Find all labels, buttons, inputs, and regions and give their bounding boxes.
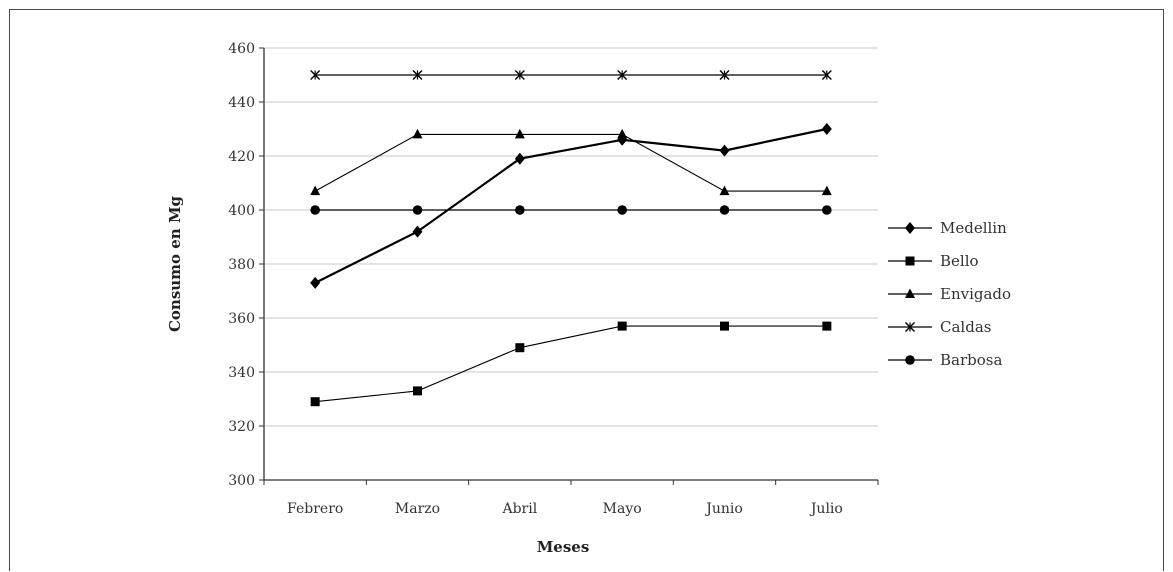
data-point (617, 133, 628, 146)
data-point (514, 152, 525, 165)
series-barbosa (310, 205, 832, 215)
data-point (617, 70, 628, 80)
series-line (314, 127, 828, 284)
legend-item-caldas: Caldas (888, 318, 991, 336)
legend: Medellin Bello Envigado Caldas Barbosa (888, 219, 1011, 369)
legend-label: Bello (940, 252, 979, 270)
data-point (821, 185, 832, 196)
grid-lines (264, 47, 878, 427)
y-axis-title: Consumo en Mg (166, 195, 184, 332)
series-medellin (310, 123, 832, 289)
data-point (412, 128, 423, 139)
y-tick-label: 300 (228, 473, 255, 489)
data-point (412, 225, 423, 238)
line-chart: 300 320 340 360 380 400 420 440 460 Febrero Marzo A… (166, 41, 1011, 556)
legend-label: Medellin (940, 219, 1007, 237)
data-point (719, 70, 730, 80)
axes: 300 320 340 360 380 400 420 440 460 Febrero Marzo A… (228, 41, 879, 517)
data-point (514, 70, 525, 80)
y-tick-label: 400 (228, 203, 255, 219)
data-point (822, 321, 832, 331)
data-point (821, 123, 832, 135)
y-tick-label: 460 (228, 41, 255, 57)
y-tick-label: 380 (228, 257, 255, 273)
series-line (314, 133, 827, 192)
data-point (719, 185, 730, 196)
legend-item-bello: Bello (888, 252, 979, 270)
legend-label: Envigado (940, 285, 1011, 303)
data-point (310, 276, 321, 289)
x-axis-title: Meses (537, 538, 590, 556)
x-tick-label: Marzo (395, 501, 440, 517)
x-tick-label: Abril (501, 501, 537, 517)
series-caldas (310, 70, 832, 80)
data-point (310, 70, 321, 80)
legend-marker (905, 256, 915, 266)
data-point (719, 205, 730, 215)
y-tick-label: 360 (228, 311, 255, 327)
x-tick-label: Mayo (603, 501, 642, 517)
legend-marker (905, 288, 915, 298)
series-envigado (310, 128, 832, 196)
series-line (315, 325, 827, 403)
legend-marker (905, 355, 915, 365)
legend-marker (905, 222, 915, 234)
data-point (617, 128, 628, 139)
data-point (412, 205, 423, 215)
y-tick-label: 420 (228, 149, 255, 165)
data-point (515, 343, 525, 353)
data-point (412, 70, 423, 80)
data-point (720, 321, 729, 331)
legend-item-envigado: Envigado (888, 285, 1011, 303)
x-tick-label: Junio (704, 501, 743, 517)
legend-label: Caldas (940, 318, 991, 336)
chart-figure: 300 320 340 360 380 400 420 440 460 Febrero Marzo A… (9, 9, 1164, 571)
data-point (310, 205, 320, 215)
y-tick-label: 340 (228, 365, 255, 381)
data-point (310, 185, 321, 196)
x-tick-label: Febrero (287, 501, 343, 517)
data-point (617, 205, 627, 215)
data-point (310, 397, 320, 407)
data-point (413, 386, 422, 396)
series-lines (310, 70, 832, 407)
data-point (514, 128, 525, 139)
y-tick-label: 320 (228, 419, 255, 435)
data-point (515, 205, 525, 215)
data-point (822, 205, 832, 215)
data-point (617, 321, 627, 331)
data-point (719, 144, 730, 157)
legend-item-barbosa: Barbosa (888, 351, 1002, 369)
legend-label: Barbosa (940, 351, 1002, 369)
y-tick-label: 440 (228, 95, 255, 111)
x-tick-label: Julio (809, 501, 843, 517)
series-bello (310, 321, 832, 407)
legend-marker (905, 322, 915, 332)
data-point (821, 70, 832, 80)
legend-item-medellin: Medellin (888, 219, 1007, 237)
